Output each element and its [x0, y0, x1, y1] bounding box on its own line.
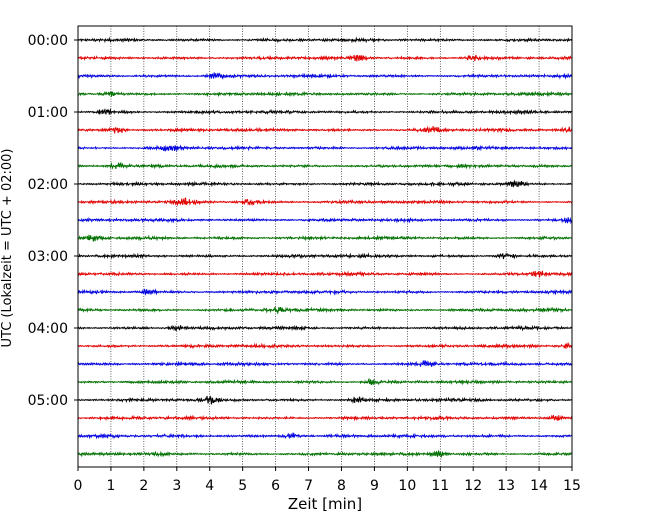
x-tick-label: 14 [530, 478, 548, 494]
trace-line [77, 288, 573, 296]
trace-line [77, 54, 573, 62]
y-tick-label: 01:00 [28, 105, 68, 121]
trace-line [77, 306, 573, 315]
x-tick-label: 0 [74, 478, 83, 494]
trace-line [77, 360, 573, 368]
trace-line [77, 395, 573, 405]
trace-line [77, 324, 573, 332]
x-tick-label: 6 [271, 478, 280, 494]
x-tick-label: 1 [106, 478, 115, 494]
trace-line [77, 342, 573, 350]
trace-line [77, 125, 573, 135]
trace-line [77, 197, 573, 207]
trace-line [77, 377, 573, 386]
trace-line [77, 432, 573, 440]
trace-line [77, 252, 573, 260]
x-axis: 0 1 2 3 4 5 6 7 8 9 10 11 12 13 14 15 [74, 467, 581, 494]
x-tick-label: 13 [497, 478, 515, 494]
trace-line [77, 450, 573, 459]
x-axis-label: Zeit [min] [288, 495, 362, 513]
y-tick-label: 00:00 [28, 33, 68, 49]
y-tick-label: 03:00 [28, 249, 68, 265]
x-tick-label: 3 [172, 478, 181, 494]
trace-line [77, 90, 573, 98]
x-tick-label: 2 [139, 478, 148, 494]
trace-line [77, 234, 573, 242]
trace-line [77, 414, 573, 422]
trace-line [77, 107, 573, 116]
trace-line [77, 144, 573, 152]
trace-line [77, 72, 573, 80]
x-tick-label: 8 [337, 478, 346, 494]
x-tick-label: 12 [464, 478, 482, 494]
x-tick-label: 4 [205, 478, 214, 494]
trace-line [77, 270, 573, 278]
trace-line [77, 161, 573, 170]
y-axis: 00:00 01:00 02:00 03:00 04:00 05:00 [28, 33, 78, 409]
y-tick-label: 04:00 [28, 321, 68, 337]
plot-frame [77, 25, 573, 468]
trace-line [77, 36, 573, 44]
x-tick-label: 15 [563, 478, 581, 494]
x-tick-label: 9 [370, 478, 379, 494]
x-tick-label: 5 [238, 478, 247, 494]
trace-line [77, 216, 573, 225]
x-tick-label: 7 [304, 478, 313, 494]
y-tick-label: 02:00 [28, 177, 68, 193]
x-tick-label: 11 [431, 478, 449, 494]
grid-layer [110, 26, 540, 467]
y-axis-label: UTC (Lokalzeit = UTC + 02:00) [0, 149, 15, 348]
x-tick-label: 10 [398, 478, 416, 494]
y-tick-label: 05:00 [28, 393, 68, 409]
trace-line [77, 179, 573, 188]
trace-layer [77, 36, 573, 459]
